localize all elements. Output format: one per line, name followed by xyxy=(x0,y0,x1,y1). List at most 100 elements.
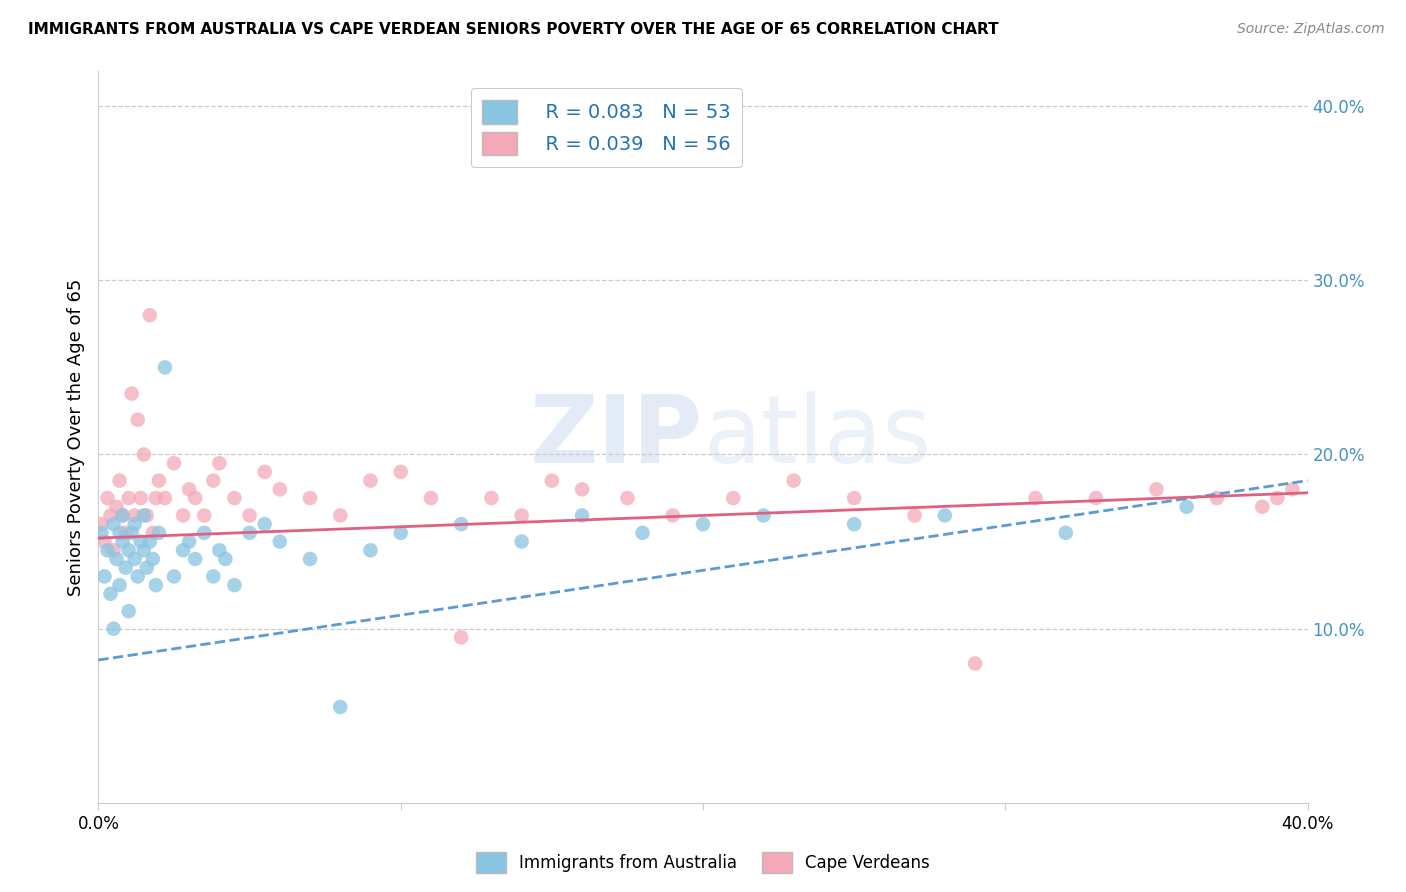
Text: ZIP: ZIP xyxy=(530,391,703,483)
Point xyxy=(571,508,593,523)
Point xyxy=(103,622,125,636)
Point xyxy=(481,491,503,505)
Point xyxy=(163,456,186,470)
Point xyxy=(360,474,382,488)
Point xyxy=(172,543,194,558)
Point xyxy=(96,543,118,558)
Point xyxy=(253,517,276,532)
Point xyxy=(179,534,201,549)
Point xyxy=(253,465,276,479)
Point xyxy=(124,552,146,566)
Point xyxy=(108,578,131,592)
Point xyxy=(100,508,122,523)
Point xyxy=(100,587,122,601)
Point xyxy=(118,604,141,618)
Point xyxy=(329,508,352,523)
Point xyxy=(1085,491,1108,505)
Point xyxy=(202,569,225,583)
Point xyxy=(114,560,136,574)
Point xyxy=(208,543,231,558)
Point xyxy=(111,508,134,523)
Point xyxy=(239,508,262,523)
Point xyxy=(1144,483,1167,497)
Point xyxy=(135,560,157,574)
Point xyxy=(1251,500,1274,514)
Point xyxy=(269,534,291,549)
Point xyxy=(148,525,170,540)
Point xyxy=(111,534,134,549)
Point xyxy=(1024,491,1046,505)
Point xyxy=(139,534,162,549)
Point xyxy=(510,534,533,549)
Point xyxy=(108,525,131,540)
Point xyxy=(184,552,207,566)
Point xyxy=(163,569,186,583)
Y-axis label: Seniors Poverty Over the Age of 65: Seniors Poverty Over the Age of 65 xyxy=(66,278,84,596)
Point xyxy=(783,474,806,488)
Point xyxy=(1054,525,1077,540)
Point xyxy=(239,525,262,540)
Point xyxy=(844,491,866,505)
Legend: Immigrants from Australia, Cape Verdeans: Immigrants from Australia, Cape Verdeans xyxy=(470,846,936,880)
Point xyxy=(420,491,443,505)
Point xyxy=(193,525,215,540)
Point xyxy=(844,517,866,532)
Point xyxy=(153,360,176,375)
Point xyxy=(214,552,236,566)
Point xyxy=(1175,500,1198,514)
Point xyxy=(111,508,134,523)
Point xyxy=(103,543,125,558)
Point xyxy=(389,525,412,540)
Point xyxy=(571,483,593,497)
Point xyxy=(389,465,412,479)
Point xyxy=(108,474,131,488)
Point xyxy=(148,474,170,488)
Point xyxy=(153,491,176,505)
Point xyxy=(90,525,112,540)
Point xyxy=(118,543,141,558)
Point xyxy=(129,534,152,549)
Point xyxy=(105,552,128,566)
Point xyxy=(329,700,352,714)
Text: atlas: atlas xyxy=(703,391,931,483)
Point xyxy=(90,517,112,532)
Point xyxy=(142,552,165,566)
Point xyxy=(118,491,141,505)
Point xyxy=(540,474,562,488)
Point xyxy=(1281,483,1303,497)
Point xyxy=(269,483,291,497)
Point xyxy=(510,508,533,523)
Point xyxy=(127,569,149,583)
Point xyxy=(184,491,207,505)
Point xyxy=(224,491,246,505)
Point xyxy=(193,508,215,523)
Point xyxy=(692,517,714,532)
Point xyxy=(631,525,654,540)
Legend:   R = 0.083   N = 53,   R = 0.039   N = 56: R = 0.083 N = 53, R = 0.039 N = 56 xyxy=(471,88,742,167)
Point xyxy=(752,508,775,523)
Point xyxy=(96,491,118,505)
Text: IMMIGRANTS FROM AUSTRALIA VS CAPE VERDEAN SENIORS POVERTY OVER THE AGE OF 65 COR: IMMIGRANTS FROM AUSTRALIA VS CAPE VERDEA… xyxy=(28,22,998,37)
Point xyxy=(299,552,322,566)
Point xyxy=(129,491,152,505)
Point xyxy=(132,448,155,462)
Point xyxy=(135,508,157,523)
Point xyxy=(121,525,143,540)
Point xyxy=(114,525,136,540)
Point xyxy=(145,491,167,505)
Point xyxy=(105,500,128,514)
Point xyxy=(139,308,162,322)
Point xyxy=(121,386,143,401)
Point xyxy=(145,578,167,592)
Point xyxy=(661,508,683,523)
Point xyxy=(934,508,956,523)
Point xyxy=(172,508,194,523)
Point xyxy=(132,508,155,523)
Point xyxy=(965,657,987,671)
Point xyxy=(124,508,146,523)
Point xyxy=(224,578,246,592)
Point xyxy=(208,456,231,470)
Point xyxy=(904,508,927,523)
Point xyxy=(103,517,125,532)
Point xyxy=(450,631,472,645)
